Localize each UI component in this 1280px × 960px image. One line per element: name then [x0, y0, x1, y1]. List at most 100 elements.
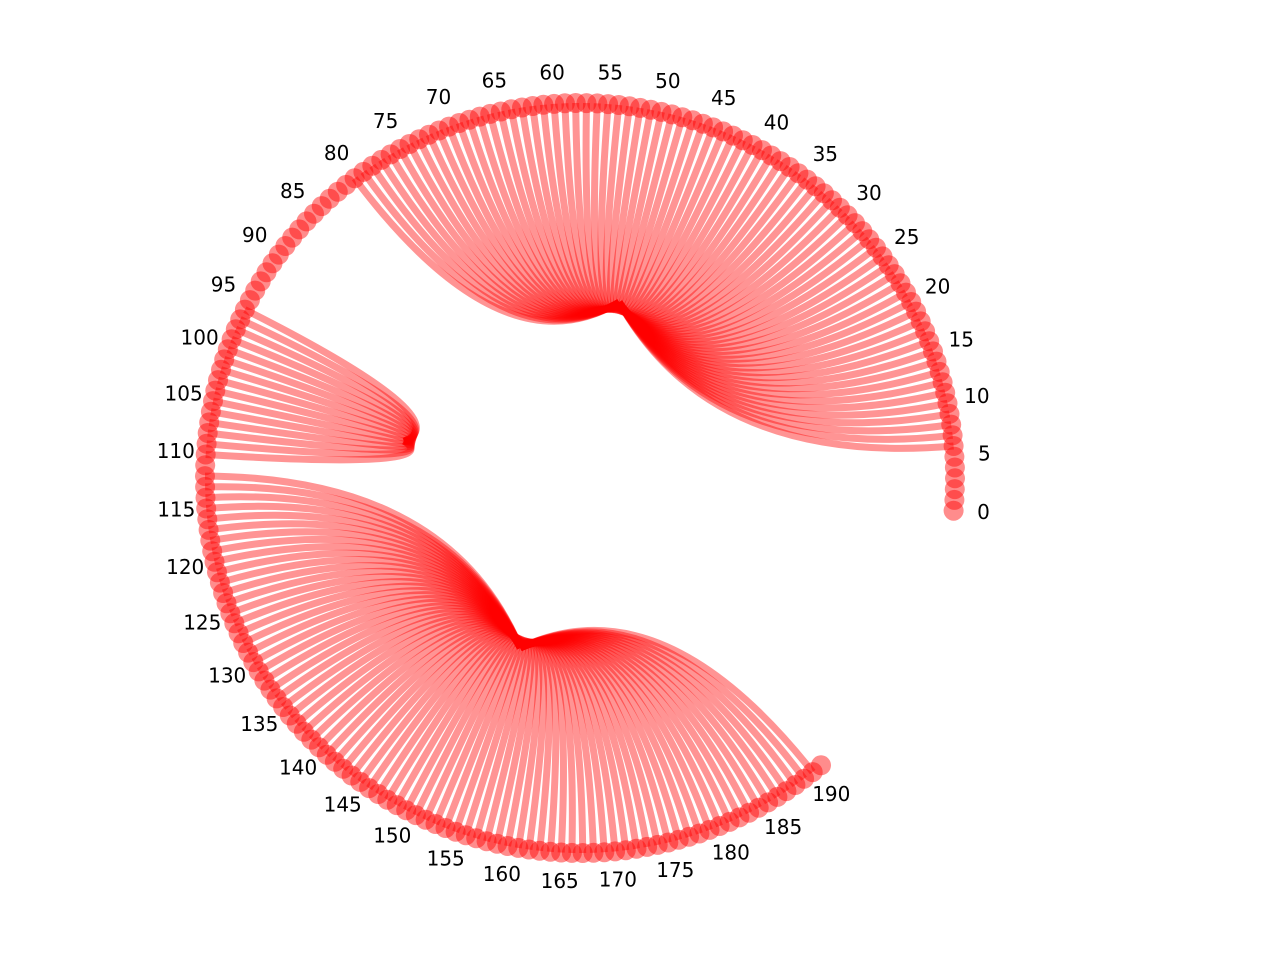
- node-38: [770, 151, 791, 172]
- chord-edge-0-44: [615, 130, 727, 317]
- chord-edge-1-98: [234, 325, 419, 445]
- tick-label-45: 45: [711, 86, 736, 110]
- chord-edge-2-119: [211, 535, 524, 650]
- node-5: [944, 446, 965, 467]
- node-87: [289, 219, 310, 240]
- node-142: [324, 751, 345, 772]
- node-23: [884, 264, 905, 285]
- chord-edge-2-142: [332, 624, 524, 765]
- chord-edge-2-182: [518, 634, 743, 819]
- chord-edge-0-80: [351, 176, 621, 325]
- node-15: [923, 341, 943, 362]
- node-10: [937, 393, 958, 414]
- node-188: [785, 775, 806, 795]
- node-155: [445, 821, 466, 842]
- node-141: [316, 744, 337, 765]
- node-99: [221, 329, 242, 350]
- chord-edge-0-61: [539, 104, 622, 313]
- chord-edge-2-159: [493, 638, 535, 845]
- tick-label-55: 55: [598, 61, 623, 85]
- node-147: [368, 784, 389, 804]
- chord-edge-1-104: [214, 387, 416, 446]
- node-126: [224, 613, 245, 634]
- tick-label-60: 60: [539, 61, 564, 85]
- tick-label-100: 100: [181, 326, 219, 350]
- node-92: [256, 262, 277, 283]
- node-50: [651, 101, 672, 122]
- chord-edge-2-112: [204, 472, 524, 650]
- chord-edge-2-129: [246, 591, 524, 656]
- node-57: [576, 93, 597, 114]
- chord-edge-2-183: [518, 634, 753, 815]
- tick-label-165: 165: [541, 869, 579, 893]
- node-137: [286, 713, 307, 734]
- chord-edge-2-170: [518, 639, 619, 852]
- chord-edge-2-139: [308, 619, 524, 743]
- node-106: [200, 401, 221, 422]
- node-178: [689, 823, 710, 844]
- node-134: [266, 688, 287, 709]
- node-65: [490, 101, 511, 122]
- node-29: [845, 213, 865, 234]
- chord-edge-1-101: [223, 356, 417, 445]
- tick-label-90: 90: [242, 223, 267, 247]
- node-129: [238, 642, 259, 663]
- chord-edge-0-33: [616, 190, 827, 328]
- node-181: [719, 811, 740, 832]
- node-154: [435, 818, 456, 838]
- node-3: [945, 468, 965, 489]
- node-22: [890, 273, 911, 294]
- node-7: [942, 425, 963, 446]
- chord-edge-2-126: [232, 578, 524, 650]
- chord-edge-2-184: [518, 633, 762, 810]
- node-108: [197, 423, 218, 443]
- tick-label-120: 120: [166, 555, 204, 579]
- chord-edge-0-9: [616, 300, 951, 427]
- chord-edge-2-173: [518, 638, 651, 848]
- chord-edge-0-8: [616, 300, 952, 435]
- node-110: [195, 444, 216, 465]
- chord-edge-0-47: [615, 119, 697, 315]
- chord-edge-2-136: [287, 613, 524, 719]
- node-77: [371, 149, 392, 170]
- chord-edge-2-189: [518, 628, 807, 781]
- chord-edge-0-30: [616, 212, 851, 334]
- chord-edge-0-34: [616, 184, 819, 327]
- node-160: [497, 836, 518, 856]
- node-162: [518, 839, 539, 860]
- node-128: [233, 633, 254, 653]
- node-11: [935, 382, 956, 403]
- node-163: [529, 840, 550, 861]
- node-79: [353, 161, 374, 182]
- chord-edge-2-123: [222, 562, 524, 650]
- node-117: [198, 519, 219, 540]
- chord-edge-2-153: [432, 635, 525, 826]
- tick-label-110: 110: [157, 439, 195, 463]
- node-96: [234, 299, 255, 320]
- chord-edge-0-27: [616, 236, 872, 341]
- chord-edge-1-105: [212, 397, 416, 447]
- chord-edge-0-18: [616, 300, 923, 372]
- node-176: [668, 829, 689, 850]
- tick-label-20: 20: [925, 275, 950, 299]
- node-64: [501, 99, 522, 120]
- chord-edge-0-73: [416, 137, 621, 318]
- tick-label-170: 170: [599, 868, 637, 892]
- node-132: [254, 670, 275, 691]
- node-61: [533, 94, 554, 115]
- tick-label-145: 145: [324, 793, 362, 817]
- chord-edge-2-151: [412, 634, 524, 817]
- chord-edge-0-24: [616, 262, 891, 349]
- chord-edge-0-31: [616, 205, 843, 332]
- chord-edge-0-17: [616, 300, 927, 377]
- node-40: [752, 140, 772, 161]
- chord-edge-2-147: [375, 631, 524, 796]
- chord-edge-2-178: [518, 636, 703, 835]
- chord-edge-2-148: [384, 632, 524, 802]
- node-180: [709, 816, 730, 836]
- tick-label-135: 135: [240, 712, 278, 736]
- chord-edge-0-49: [614, 113, 676, 315]
- chord-edge-0-78: [369, 163, 621, 323]
- node-34: [805, 176, 826, 197]
